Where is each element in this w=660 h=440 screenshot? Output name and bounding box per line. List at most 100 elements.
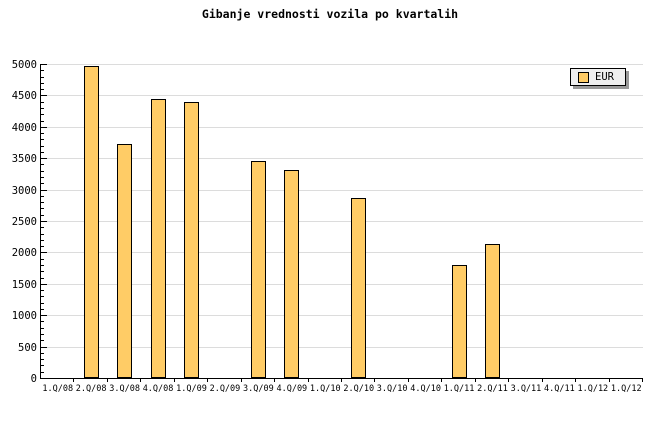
- y-minor-tick: [41, 139, 44, 141]
- x-tick: [240, 378, 242, 382]
- x-tick-label: 1.Q/12: [577, 384, 609, 394]
- bar-1.Q/11: [451, 264, 467, 378]
- y-minor-tick: [41, 340, 44, 342]
- y-minor-tick: [41, 177, 44, 179]
- y-minor-tick: [41, 334, 44, 336]
- y-minor-tick: [41, 195, 44, 197]
- y-tick-label: 2500: [11, 216, 37, 228]
- y-gridline: [41, 221, 643, 222]
- y-gridline: [41, 126, 643, 128]
- y-minor-tick: [41, 327, 44, 329]
- x-tick: [73, 378, 75, 382]
- y-minor-tick: [41, 101, 44, 103]
- y-tick-label: 1500: [11, 278, 37, 291]
- x-tick: [508, 378, 510, 382]
- x-tick: [441, 378, 443, 382]
- y-minor-tick: [41, 202, 44, 204]
- y-tick-label: 1000: [11, 310, 37, 323]
- bar-3.Q/09: [250, 160, 266, 378]
- y-tick-label: 2000: [11, 247, 37, 260]
- y-minor-tick: [41, 239, 44, 241]
- y-minor-tick: [41, 89, 44, 91]
- legend-label: EUR: [595, 70, 614, 83]
- x-tick-label: 2.Q/08: [75, 384, 107, 394]
- y-minor-tick: [41, 296, 44, 298]
- x-tick: [106, 378, 108, 382]
- y-major-tick: [41, 221, 47, 222]
- y-gridline: [41, 252, 643, 254]
- x-tick: [407, 378, 409, 382]
- bar-1.Q/09: [184, 102, 199, 378]
- x-tick: [341, 378, 342, 382]
- x-tick-label: 4.Q/08: [142, 384, 174, 394]
- y-gridline: [41, 315, 643, 317]
- x-tick: [207, 378, 209, 382]
- y-major-tick: [41, 64, 47, 65]
- y-gridline: [41, 158, 643, 160]
- y-gridline: [41, 346, 643, 348]
- y-tick-label: 500: [18, 341, 37, 354]
- y-minor-tick: [41, 170, 44, 172]
- x-tick-label: 4.Q/09: [276, 384, 308, 394]
- y-minor-tick: [41, 114, 44, 116]
- y-minor-tick: [41, 264, 44, 266]
- x-tick: [140, 378, 142, 382]
- bar-4.Q/09: [284, 170, 300, 378]
- x-tick-label: 3.Q/08: [109, 384, 140, 394]
- y-tick-label: 3000: [11, 184, 37, 197]
- y-minor-tick: [41, 133, 44, 135]
- y-minor-tick: [41, 164, 44, 166]
- x-tick: [374, 378, 376, 382]
- x-tick-label: 1.Q/11: [443, 384, 475, 394]
- x-tick: [274, 378, 276, 382]
- x-tick-label: 1.Q/12: [610, 384, 642, 394]
- x-tick: [307, 378, 309, 382]
- bar-2.Q/10: [351, 198, 367, 378]
- y-gridline: [41, 64, 643, 65]
- y-major-tick: [41, 189, 47, 191]
- y-minor-tick: [41, 321, 44, 323]
- y-minor-tick: [41, 120, 44, 122]
- y-minor-tick: [41, 302, 44, 304]
- y-minor-tick: [41, 151, 44, 153]
- y-minor-tick: [41, 290, 44, 292]
- x-tick-label: 3.Q/09: [243, 384, 274, 394]
- x-tick-label: 2.Q/11: [477, 384, 508, 394]
- y-tick-label: 4500: [11, 90, 37, 103]
- y-minor-tick: [41, 76, 44, 78]
- x-tick-label: 3.Q/10: [376, 384, 408, 394]
- x-tick: [575, 378, 577, 382]
- x-tick-label: 1.Q/09: [176, 384, 207, 394]
- y-tick-label: 4000: [11, 121, 37, 134]
- y-minor-tick: [41, 233, 44, 235]
- y-minor-tick: [41, 208, 44, 210]
- x-tick: [173, 378, 175, 382]
- y-minor-tick: [41, 271, 44, 273]
- x-tick-label: 4.Q/11: [544, 384, 575, 394]
- y-major-tick: [41, 158, 47, 160]
- y-tick-label: 5000: [11, 59, 37, 71]
- y-gridline: [41, 283, 643, 285]
- y-minor-tick: [41, 277, 44, 279]
- y-gridline: [41, 189, 643, 191]
- bar-2.Q/08: [83, 65, 99, 378]
- bar-4.Q/08: [150, 98, 166, 378]
- bar-2.Q/11: [485, 243, 500, 378]
- x-tick-label: 3.Q/11: [510, 384, 542, 394]
- x-tick-label: 4.Q/10: [410, 384, 441, 394]
- y-minor-tick: [41, 308, 44, 310]
- legend-swatch-icon: [578, 71, 589, 83]
- y-minor-tick: [41, 258, 44, 260]
- y-minor-tick: [41, 359, 44, 361]
- x-tick-label: 1.Q/10: [309, 384, 341, 394]
- x-tick: [642, 378, 643, 382]
- bar-3.Q/08: [117, 144, 133, 378]
- y-minor-tick: [41, 107, 44, 109]
- legend: EUR: [570, 68, 626, 86]
- plot-area: 0 500 1000 1500 2000 2500 3000 3500 4000 4500 5000…: [12, 59, 643, 394]
- x-tick-label: 1.Q/08: [42, 384, 74, 394]
- y-major-tick: [41, 126, 47, 128]
- y-minor-tick: [41, 183, 44, 185]
- y-minor-tick: [41, 214, 44, 216]
